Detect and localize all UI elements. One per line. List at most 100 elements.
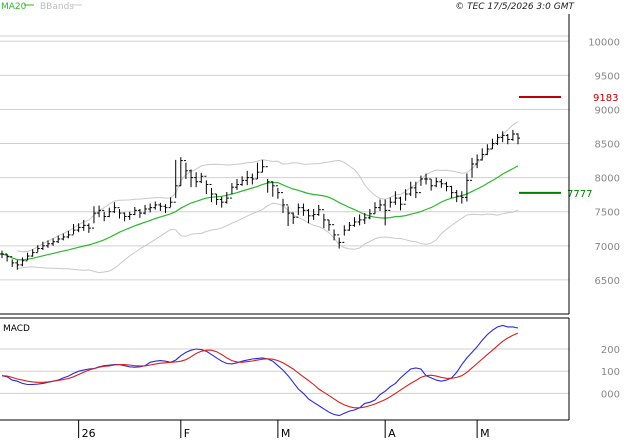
price-bar <box>429 178 434 191</box>
price-tick-label: 7000 <box>595 242 620 253</box>
macd-tick-label: 200 <box>601 345 620 356</box>
price-bar <box>357 214 362 226</box>
price-bar <box>439 179 444 188</box>
price-bar <box>275 185 280 199</box>
price-bar <box>81 219 86 231</box>
bbands-legend-label: BBands <box>40 2 74 12</box>
price-bar <box>229 183 234 199</box>
x-tick-label: M <box>480 427 490 440</box>
price-bar <box>485 144 490 156</box>
price-bar <box>470 157 475 181</box>
macd-polyline <box>1 324 519 417</box>
price-bar <box>10 256 15 267</box>
price-bar <box>311 209 316 220</box>
price-bar <box>117 207 122 219</box>
price-bar <box>516 133 520 145</box>
price-tick-label: 10000 <box>588 37 620 48</box>
price-bar <box>388 197 393 211</box>
price-bar <box>337 234 342 249</box>
price-bar <box>173 159 178 203</box>
price-bar <box>194 172 199 188</box>
x-tick-label: M <box>281 427 291 440</box>
price-bar <box>107 207 112 218</box>
price-bar <box>0 250 4 259</box>
price-bar <box>378 199 383 212</box>
price-tick-label: 7500 <box>595 208 620 219</box>
price-bar <box>219 196 224 208</box>
price-bar <box>127 211 132 220</box>
price-bar <box>342 225 347 243</box>
x-tick-label: F <box>184 427 190 440</box>
bbands-upper-line <box>17 121 519 253</box>
price-bar <box>51 238 56 246</box>
price-bar <box>250 173 255 185</box>
price-bar <box>291 212 296 224</box>
copyright-label: © TEC 17/5/2026 3:0 GMT <box>455 2 575 12</box>
price-bar <box>40 241 45 250</box>
price-bar <box>76 223 81 233</box>
price-bar <box>347 221 352 231</box>
ma20-polyline <box>1 165 519 261</box>
price-bar <box>296 203 301 218</box>
price-bar <box>112 202 117 214</box>
price-bar <box>265 166 270 193</box>
price-bar <box>183 160 188 179</box>
price-bar <box>418 175 423 194</box>
macd-y-axis: 000 100 200 <box>601 345 620 400</box>
price-bar <box>260 159 265 173</box>
price-bar <box>444 181 449 192</box>
macd-lines <box>1 324 519 417</box>
price-bar <box>15 260 20 270</box>
price-tick-label: 6500 <box>595 276 620 287</box>
price-bar <box>132 206 137 216</box>
price-bar <box>434 177 439 188</box>
price-bar <box>148 203 153 213</box>
price-bar <box>459 191 464 204</box>
price-bar <box>393 191 398 205</box>
price-tick-label: 9000 <box>595 105 620 116</box>
macd-panel-title: MACD <box>3 324 30 334</box>
price-bar <box>5 253 10 262</box>
price-bar <box>163 204 168 214</box>
price-bar <box>403 189 408 205</box>
x-tick-label: A <box>388 427 396 440</box>
price-bar <box>495 134 500 145</box>
price-bar <box>280 192 285 214</box>
price-grid <box>0 35 569 281</box>
bbands-lower-line <box>17 202 519 274</box>
price-bar <box>168 197 173 209</box>
price-bar <box>367 209 372 220</box>
price-bar <box>413 181 418 199</box>
price-bar <box>306 209 311 224</box>
price-bar <box>449 185 454 199</box>
price-bar <box>30 249 35 257</box>
price-bar <box>209 183 214 203</box>
price-bar <box>61 233 66 241</box>
price-bar <box>86 223 91 233</box>
price-tick-label: 9500 <box>595 71 620 82</box>
macd-tick-label: 000 <box>601 389 620 400</box>
price-bar <box>301 203 306 216</box>
price-bar <box>245 170 250 186</box>
price-bar <box>398 196 403 211</box>
price-bar <box>505 134 510 145</box>
price-bar <box>372 202 377 215</box>
macd-panel: MACD 000 100 200 <box>0 317 620 421</box>
price-bar <box>189 169 194 188</box>
price-bar <box>204 175 209 194</box>
x-tick-label: 26 <box>82 427 96 440</box>
support-resistance-levels: 9183 7777 <box>519 93 618 200</box>
support-level-label: 7777 <box>567 189 592 200</box>
price-bar <box>35 245 40 254</box>
ma-legend-label: MA20 <box>1 2 27 12</box>
x-axis: 26 F M A M <box>78 420 490 440</box>
price-bar <box>97 205 102 218</box>
price-bar <box>45 240 50 248</box>
price-bar <box>56 235 61 244</box>
price-bar <box>122 212 127 222</box>
price-bar <box>383 199 388 226</box>
price-bar <box>408 181 413 197</box>
price-bar <box>153 201 158 210</box>
price-bar <box>199 172 204 184</box>
price-bar <box>235 179 240 190</box>
